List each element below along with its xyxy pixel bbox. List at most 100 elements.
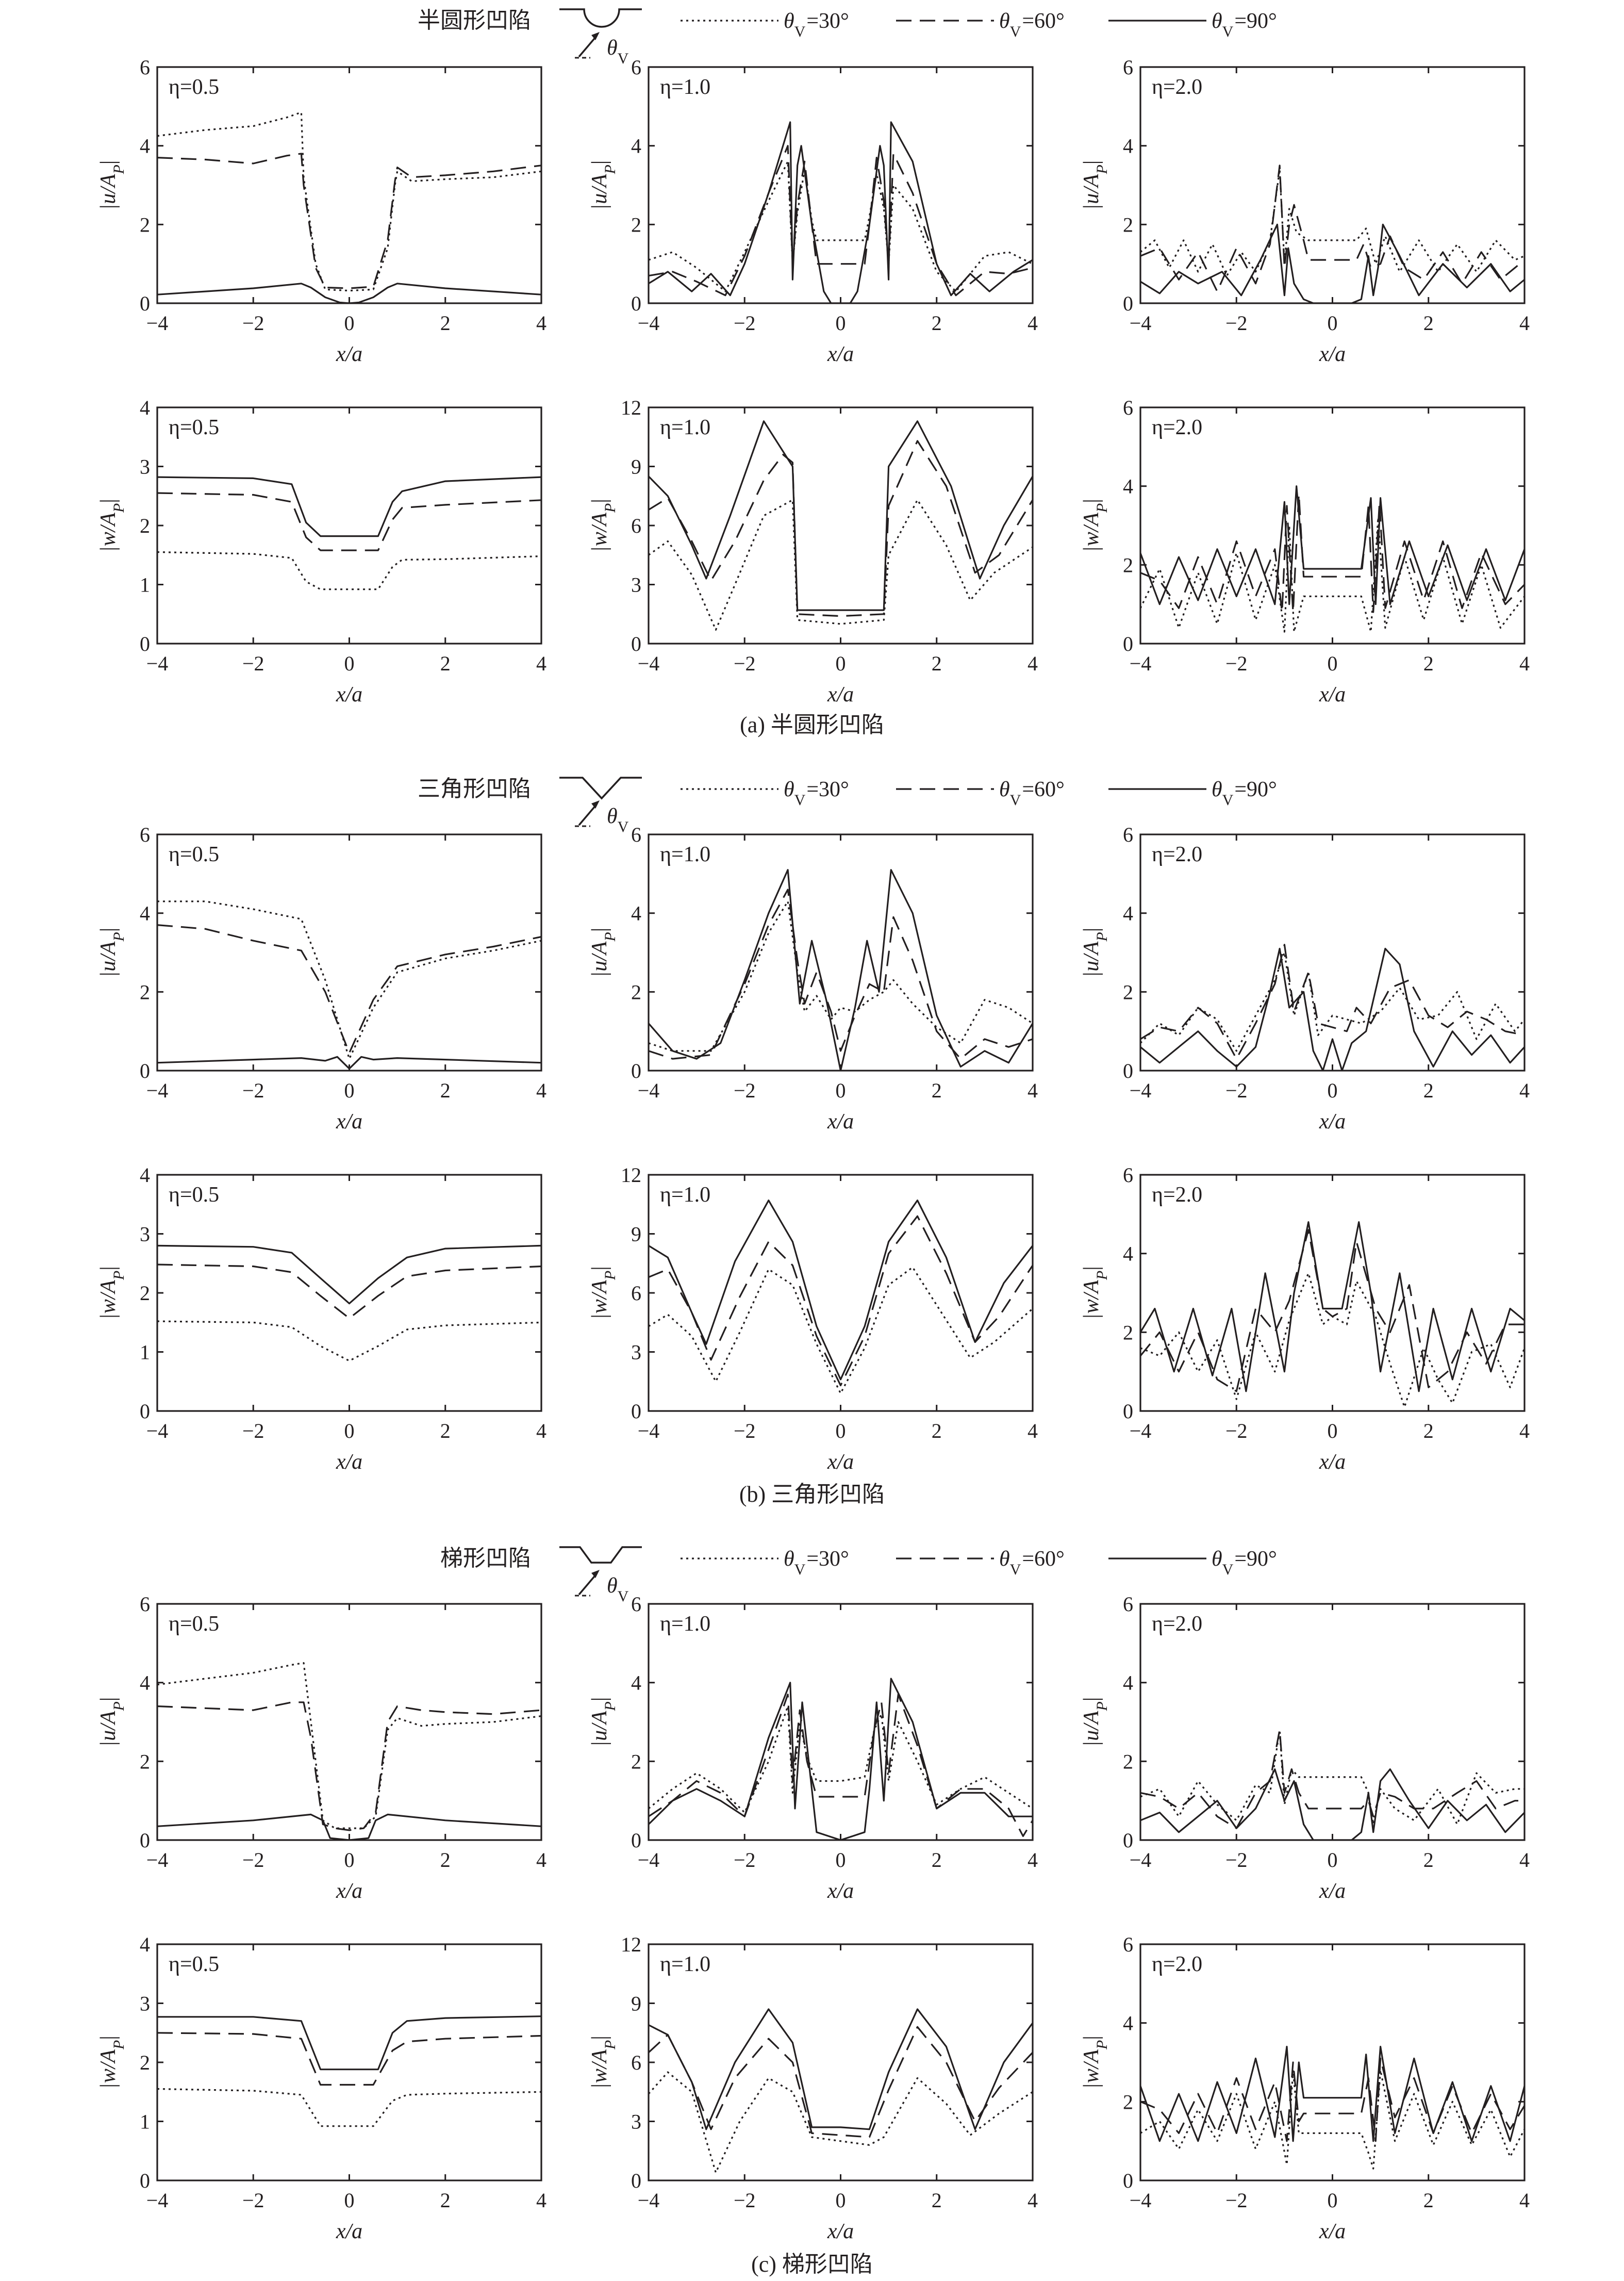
eta-label: η=0.5	[169, 843, 219, 866]
y-axis-label-main: |w/A	[1080, 1280, 1103, 1320]
x-axis-label: x/a	[336, 1450, 362, 1474]
x-tick-label: 0	[836, 652, 846, 675]
series-line-t90	[157, 1813, 541, 1840]
x-tick-label: −2	[242, 1848, 264, 1872]
x-axis-label: x/a	[827, 2220, 854, 2243]
x-axis-label: x/a	[336, 2220, 362, 2243]
series-line-t90	[1140, 1221, 1524, 1392]
plot-frame	[648, 1603, 1034, 1841]
series-line-t90	[649, 1678, 1033, 1840]
legend-label-t30: θV=30°	[784, 778, 849, 809]
y-tick-label: 0	[140, 2169, 150, 2192]
y-axis-label-main: |w/A	[1080, 513, 1103, 552]
y-axis-label-main: |w/A	[96, 1280, 120, 1320]
x-tick-label: −2	[734, 1079, 756, 1102]
y-tick-label: 4	[631, 902, 641, 925]
y-axis-label-main: |u/A	[588, 1711, 611, 1747]
x-tick-label: −4	[146, 2189, 169, 2212]
y-axis-label: |u/AP|	[96, 928, 127, 978]
y-axis-label-end: |	[96, 499, 120, 503]
y-axis-label: |u/AP|	[1080, 928, 1111, 978]
inset-theta: θ	[607, 805, 618, 828]
y-axis-label-main: |u/A	[1080, 1711, 1103, 1747]
y-axis-label-sub: P	[110, 165, 127, 174]
y-tick-label: 12	[621, 1933, 641, 1956]
x-tick-label: 2	[440, 652, 451, 675]
x-tick-label: 2	[932, 652, 942, 675]
y-tick-label: 6	[1123, 56, 1133, 79]
y-axis-label-sub: P	[602, 1271, 619, 1281]
legend-value: =30°	[806, 1547, 849, 1571]
x-tick-label: 0	[836, 1848, 846, 1872]
y-axis-label-sub: P	[110, 1701, 127, 1711]
legend-value: =90°	[1234, 9, 1277, 33]
series-line-t30	[157, 2088, 541, 2127]
x-axis-label: x/a	[1319, 342, 1346, 366]
legend-theta: θ	[999, 778, 1010, 801]
x-axis-label: x/a	[1319, 1450, 1346, 1474]
legend-label-t30: θV=30°	[784, 1547, 849, 1578]
legend-label-t60: θV=60°	[999, 9, 1065, 40]
legend-sub: V	[1222, 792, 1234, 809]
y-tick-label: 6	[631, 823, 641, 846]
x-axis-label: x/a	[1319, 683, 1346, 707]
y-tick-label: 0	[1123, 1059, 1133, 1082]
x-tick-label: 0	[344, 311, 355, 335]
x-tick-label: −4	[1130, 311, 1152, 335]
y-tick-label: 0	[631, 1829, 641, 1852]
y-tick-label: 0	[631, 632, 641, 655]
series-line-t60	[1140, 493, 1524, 613]
legend-theta: θ	[784, 9, 794, 33]
y-axis-label-end: |	[96, 2036, 120, 2040]
series-line-t30	[157, 551, 541, 590]
series-line-t90	[1140, 947, 1524, 1071]
chart-panel-a-w-3: −4 −2 0 2 4 0 2 4 6 x/a |w/AP| η=2.0	[1080, 396, 1530, 707]
x-axis-label: x/a	[336, 683, 362, 707]
y-axis-label-main: |u/A	[96, 174, 120, 210]
plot-frame	[648, 1174, 1034, 1412]
x-axis-label: x/a	[827, 342, 854, 366]
y-tick-label: 0	[1123, 1400, 1133, 1423]
eta-label: η=2.0	[1152, 1952, 1202, 1976]
plot-frame	[156, 1174, 542, 1412]
x-tick-label: 0	[1328, 1419, 1338, 1442]
series-line-t90	[1140, 2045, 1524, 2142]
x-axis-label: x/a	[1319, 1879, 1346, 1903]
chart-panel-a-w-2: −4 −2 0 2 4 0 3 6 9 12 x/a |w/AP| η=1.0	[588, 396, 1038, 707]
y-axis-label: |w/AP|	[588, 2036, 619, 2089]
chart-panel-c-w-2: −4 −2 0 2 4 0 3 6 9 12 x/a |w/AP| η=1.0	[588, 1933, 1038, 2243]
inset-theta: θ	[607, 1574, 618, 1598]
series-line-t30	[1140, 1729, 1524, 1826]
legend-value: =30°	[806, 9, 849, 33]
y-tick-label: 2	[631, 1750, 641, 1773]
x-tick-label: −2	[734, 1419, 756, 1442]
inset-theta-sub: V	[618, 1588, 629, 1605]
x-tick-label: 2	[932, 1419, 942, 1442]
y-axis-label-sub: P	[1093, 1271, 1111, 1281]
x-tick-label: 0	[836, 1419, 846, 1442]
inset-theta-label: θV	[607, 1574, 629, 1605]
series-line-t30	[1140, 2069, 1524, 2170]
x-tick-label: 2	[1423, 1848, 1434, 1872]
series-line-t60	[157, 924, 541, 1054]
y-axis-label: |w/AP|	[1080, 2036, 1111, 2089]
y-axis-label: |w/AP|	[96, 2036, 127, 2089]
y-tick-label: 2	[1123, 1321, 1133, 1344]
x-axis-label: x/a	[827, 1110, 854, 1134]
eta-label: η=0.5	[169, 416, 219, 439]
y-axis-label: |w/AP|	[1080, 1266, 1111, 1320]
plot-frame	[1139, 406, 1526, 645]
x-tick-label: 0	[836, 1079, 846, 1102]
arrow-head-icon	[591, 32, 600, 40]
y-axis-label-end: |	[96, 928, 120, 932]
x-axis-label: x/a	[827, 1879, 854, 1903]
y-axis-label-end: |	[1080, 2036, 1103, 2040]
x-tick-label: 2	[440, 1419, 451, 1442]
legend-sub: V	[1010, 23, 1021, 40]
series-line-t30	[649, 2071, 1033, 2174]
x-tick-label: 0	[1328, 652, 1338, 675]
plot-frame	[156, 833, 542, 1072]
y-tick-label: 4	[140, 1163, 150, 1187]
y-axis-label: |u/AP|	[1080, 1697, 1111, 1747]
x-tick-label: 2	[1423, 311, 1434, 335]
